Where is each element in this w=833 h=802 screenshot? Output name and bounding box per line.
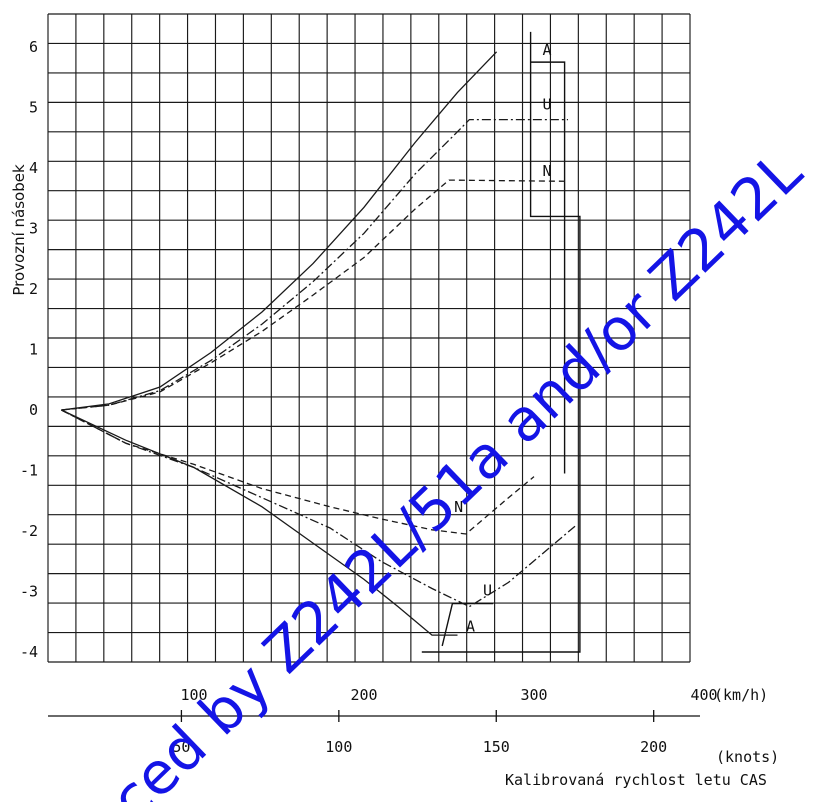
series-label-U: U <box>543 95 552 113</box>
x-tick-label-knots: 50 <box>172 738 190 756</box>
y-tick-label: -2 <box>20 522 38 540</box>
x-axis-label: Kalibrovaná rychlost letu CAS <box>505 771 767 789</box>
x-axis-knots: 50 100 150 200 <box>48 710 700 756</box>
limit-frame-outer <box>421 31 581 653</box>
y-tick-label: 1 <box>29 341 38 359</box>
curve-A-solid <box>61 409 458 636</box>
limit-frame-step <box>441 602 494 647</box>
y-tick-labels: 6 5 4 3 2 1 0 -1 -2 -3 -4 <box>20 38 38 661</box>
y-tick-label: -3 <box>20 583 38 601</box>
x-tick-label-knots: 100 <box>325 738 352 756</box>
y-tick-label: -4 <box>20 643 38 661</box>
y-tick-label: 0 <box>29 401 38 419</box>
series-labels: A U N N U A <box>454 41 551 636</box>
x-tick-label-kmh: 200 <box>350 686 377 704</box>
curve-N-dashed <box>61 179 569 411</box>
curve-U-dashdot <box>61 409 577 608</box>
series-label-N: N <box>454 498 463 516</box>
x-tick-label-knots: 200 <box>640 738 667 756</box>
x-tick-label-kmh: 300 <box>520 686 547 704</box>
y-tick-label: -1 <box>20 462 38 480</box>
y-tick-label: 3 <box>29 220 38 238</box>
y-tick-label: 4 <box>29 159 38 177</box>
series-label-N: N <box>543 162 552 180</box>
y-tick-label: 6 <box>29 38 38 56</box>
x-axis-unit-knots: (knots) <box>716 748 779 766</box>
series-label-A: A <box>543 41 552 59</box>
limit-frame-inner <box>530 61 566 474</box>
x-tick-label-knots: 150 <box>483 738 510 756</box>
y-tick-label: 5 <box>29 99 38 117</box>
y-tick-label: 2 <box>29 280 38 298</box>
limit-frames <box>421 31 581 653</box>
curve-N-dashed <box>61 409 535 535</box>
series-label-A: A <box>466 618 475 636</box>
y-axis-label: Provozní násobek <box>10 164 28 296</box>
x-axis-unit-kmh: (km/h) <box>714 686 768 704</box>
curves <box>61 51 577 636</box>
chart-grid <box>47 13 691 663</box>
curve-U-dashdot <box>61 118 568 411</box>
series-label-U: U <box>483 581 492 599</box>
curve-A-solid <box>61 51 498 411</box>
x-tick-label-kmh: 400 <box>690 686 717 704</box>
x-tick-labels-kmh: 100 200 300 400 <box>180 686 717 704</box>
x-tick-label-kmh: 100 <box>180 686 207 704</box>
